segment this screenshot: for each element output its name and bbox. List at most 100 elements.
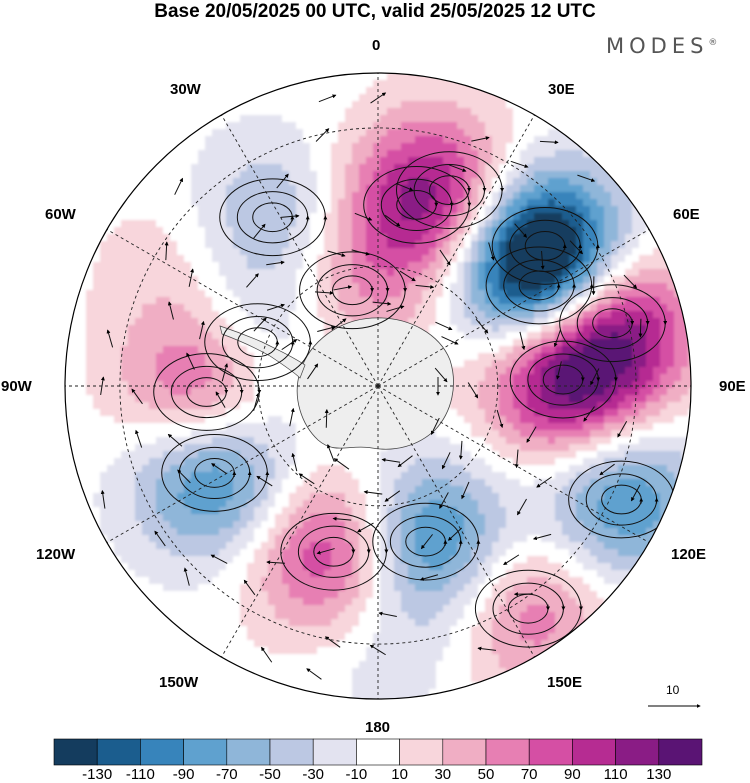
field-cell	[450, 143, 458, 151]
field-cell	[401, 136, 409, 144]
field-cell	[303, 241, 311, 249]
field-cell	[79, 283, 87, 291]
field-cell	[247, 360, 255, 368]
field-cell	[163, 437, 171, 445]
field-cell	[471, 430, 479, 438]
field-cell	[443, 199, 451, 207]
field-cell	[79, 409, 87, 417]
field-cell	[93, 206, 101, 214]
field-cell	[415, 248, 423, 256]
field-cell	[513, 290, 521, 298]
field-cell	[513, 115, 521, 123]
field-cell	[457, 171, 465, 179]
field-cell	[478, 283, 486, 291]
field-cell	[401, 451, 409, 459]
field-cell	[485, 213, 493, 221]
field-cell	[674, 360, 682, 368]
field-cell	[562, 241, 570, 249]
field-cell	[576, 234, 584, 242]
field-cell	[156, 374, 164, 382]
field-cell	[464, 255, 472, 263]
field-cell	[100, 150, 108, 158]
field-cell	[688, 157, 691, 165]
field-cell	[450, 311, 458, 319]
field-cell	[674, 157, 682, 165]
field-cell	[107, 346, 115, 354]
field-cell	[499, 430, 507, 438]
field-cell	[583, 402, 591, 410]
field-cell	[282, 423, 290, 431]
field-cell	[79, 423, 87, 431]
field-cell	[394, 73, 402, 81]
field-cell	[79, 297, 87, 305]
field-cell	[198, 178, 206, 186]
field-cell	[219, 157, 227, 165]
field-cell	[471, 451, 479, 459]
field-cell	[310, 87, 318, 95]
map-disc	[65, 73, 691, 699]
field-cell	[667, 430, 675, 438]
field-cell	[156, 150, 164, 158]
field-cell	[611, 311, 619, 319]
field-cell	[611, 129, 619, 137]
field-cell	[261, 234, 269, 242]
field-cell	[219, 73, 227, 81]
field-cell	[247, 122, 255, 130]
field-cell	[142, 185, 150, 193]
field-cell	[492, 325, 500, 333]
field-cell	[632, 297, 640, 305]
field-cell	[240, 136, 248, 144]
field-cell	[653, 101, 661, 109]
field-cell	[177, 311, 185, 319]
field-cell	[611, 381, 619, 389]
field-cell	[107, 206, 115, 214]
field-cell	[191, 136, 199, 144]
field-cell	[415, 143, 423, 151]
field-cell	[79, 129, 87, 137]
field-cell	[65, 409, 73, 417]
field-cell	[212, 388, 220, 396]
field-cell	[289, 262, 297, 270]
field-cell	[562, 297, 570, 305]
field-cell	[352, 115, 360, 123]
field-cell	[191, 458, 199, 466]
field-cell	[177, 164, 185, 172]
field-cell	[534, 80, 542, 88]
field-cell	[373, 80, 381, 88]
field-cell	[380, 283, 388, 291]
field-cell	[681, 297, 689, 305]
field-cell	[583, 381, 591, 389]
field-cell	[380, 80, 388, 88]
field-cell	[534, 297, 542, 305]
field-cell	[128, 262, 136, 270]
field-cell	[604, 87, 612, 95]
field-cell	[268, 388, 276, 396]
field-cell	[303, 122, 311, 130]
field-cell	[513, 150, 521, 158]
field-cell	[184, 451, 192, 459]
field-cell	[282, 430, 290, 438]
field-cell	[611, 290, 619, 298]
field-cell	[534, 402, 542, 410]
field-cell	[618, 234, 626, 242]
field-cell	[653, 213, 661, 221]
field-cell	[198, 423, 206, 431]
field-cell	[170, 171, 178, 179]
field-cell	[548, 269, 556, 277]
field-cell	[478, 192, 486, 200]
field-cell	[569, 381, 577, 389]
field-cell	[86, 416, 94, 424]
field-cell	[247, 262, 255, 270]
field-cell	[114, 290, 122, 298]
field-cell	[611, 262, 619, 270]
field-cell	[639, 423, 647, 431]
field-cell	[121, 458, 129, 466]
field-cell	[233, 255, 241, 263]
field-cell	[121, 290, 129, 298]
field-cell	[604, 185, 612, 193]
field-cell	[93, 451, 101, 459]
field-cell	[401, 94, 409, 102]
field-cell	[478, 171, 486, 179]
field-cell	[562, 101, 570, 109]
field-cell	[401, 255, 409, 263]
